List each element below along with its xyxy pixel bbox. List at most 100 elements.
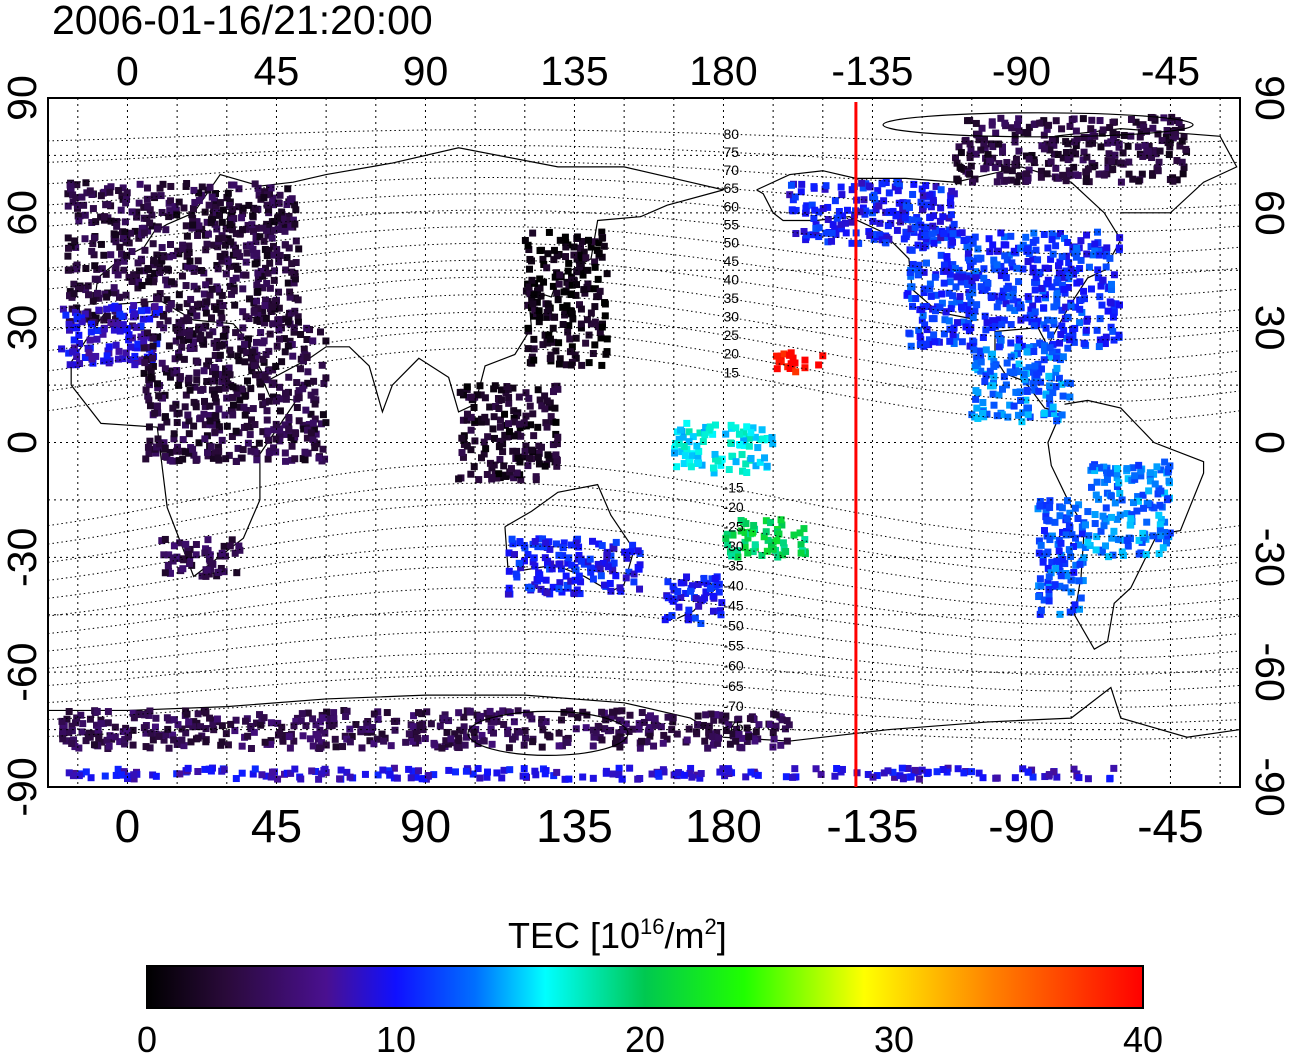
tec-cell — [242, 242, 250, 250]
tec-cell — [458, 449, 466, 457]
tec-cell — [303, 426, 311, 434]
tec-cell — [104, 719, 112, 727]
tec-cell — [228, 536, 236, 544]
tec-cell — [751, 525, 759, 533]
tec-cell — [1037, 173, 1045, 181]
tec-cell — [869, 217, 877, 225]
tec-cell — [629, 725, 637, 733]
tec-cell — [266, 330, 274, 338]
tec-cell — [119, 235, 127, 243]
magnetic-pole-contour — [467, 710, 629, 757]
tec-cell — [199, 324, 207, 332]
tec-cell — [265, 436, 273, 444]
tec-cell — [1105, 553, 1113, 561]
tec-cell — [294, 296, 302, 304]
tec-cell — [232, 274, 240, 282]
tec-cell — [878, 236, 886, 244]
tec-cell — [58, 717, 66, 725]
tec-cell — [831, 772, 839, 780]
tec-cell — [595, 540, 603, 548]
tec-cell — [1054, 275, 1062, 283]
tec-cell — [496, 437, 504, 445]
tec-cell — [157, 266, 165, 274]
tec-cell — [322, 337, 330, 345]
tec-cell — [226, 282, 234, 290]
tec-cell — [267, 740, 275, 748]
tec-cell — [224, 741, 232, 749]
tec-cell — [248, 221, 256, 229]
tec-cell — [894, 187, 902, 195]
tec-cell — [180, 336, 188, 344]
tec-cell — [1043, 280, 1051, 288]
tec-cell — [1077, 256, 1085, 264]
tec-cell — [419, 726, 427, 734]
tec-cell — [138, 281, 146, 289]
tec-cell — [291, 307, 299, 315]
tec-cell — [668, 612, 676, 620]
tec-cell — [141, 246, 149, 254]
tec-cell — [232, 329, 240, 337]
tec-cell — [556, 236, 564, 244]
tec-cell — [597, 572, 605, 580]
tec-cell — [752, 462, 760, 470]
tec-cell — [175, 457, 183, 465]
tec-cell — [269, 366, 277, 374]
tec-cell — [98, 265, 106, 273]
tec-cell — [801, 364, 809, 372]
tec-cell — [159, 394, 167, 402]
tec-cell — [186, 556, 194, 564]
tec-cell — [1037, 541, 1045, 549]
tec-cell — [1032, 273, 1040, 281]
tec-cell — [1137, 549, 1145, 557]
tec-cell — [455, 737, 463, 745]
tec-cell — [120, 257, 128, 265]
tec-cell — [939, 766, 947, 774]
tec-cell — [578, 237, 586, 245]
tec-cell — [187, 738, 195, 746]
tec-cell — [409, 737, 417, 745]
tec-cell — [1095, 247, 1103, 255]
tec-cell — [1114, 535, 1122, 543]
tec-cell — [179, 565, 187, 573]
tec-cell — [114, 304, 122, 312]
tec-cell — [231, 549, 239, 557]
tec-cell — [1064, 156, 1072, 164]
tec-cell — [1064, 283, 1072, 291]
tec-cell — [75, 339, 83, 347]
tec-cell — [736, 441, 744, 449]
tec-cell — [289, 352, 297, 360]
tec-cell — [513, 469, 521, 477]
tec-cell — [1103, 247, 1111, 255]
tec-cell — [889, 207, 897, 215]
tec-cell — [1155, 550, 1163, 558]
tec-cell — [553, 768, 561, 776]
tec-cell — [714, 739, 722, 747]
tec-cell — [946, 278, 954, 286]
tec-cell — [180, 556, 188, 564]
tec-cell — [702, 588, 710, 596]
tec-cell — [1103, 244, 1111, 252]
tec-cell — [963, 243, 971, 251]
tec-cell — [993, 774, 1001, 782]
tec-cell — [1034, 295, 1042, 303]
tec-cell — [97, 213, 105, 221]
tec-cell — [696, 774, 704, 782]
tec-cell — [245, 295, 253, 303]
tec-cell — [191, 383, 199, 391]
tec-cell — [182, 540, 190, 548]
tec-cell — [480, 438, 488, 446]
tec-cell — [595, 249, 603, 257]
tec-cell — [269, 393, 277, 401]
tec-cell — [1119, 149, 1127, 157]
tec-cell — [1146, 469, 1154, 477]
tec-cell — [1043, 170, 1051, 178]
tec-cell — [1014, 411, 1022, 419]
tec-cell — [149, 342, 157, 350]
tec-cell — [1157, 487, 1165, 495]
tec-cell — [415, 709, 423, 717]
colorbar-tick-label: 0 — [137, 1019, 157, 1057]
tec-cell — [100, 216, 108, 224]
tec-cell — [370, 710, 378, 718]
tec-cell — [773, 365, 781, 373]
tec-cell — [296, 365, 304, 373]
